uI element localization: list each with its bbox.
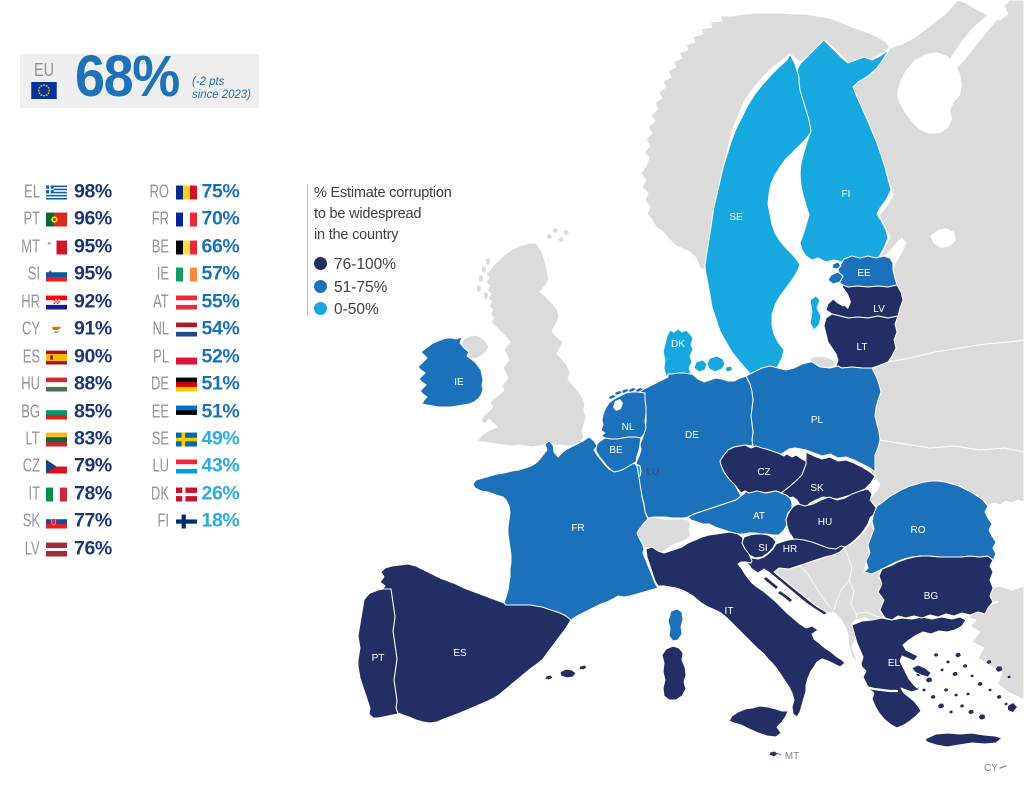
svg-text:EE: EE xyxy=(857,268,871,279)
svg-text:DE: DE xyxy=(685,430,699,441)
svg-text:CZ: CZ xyxy=(757,467,770,478)
svg-text:MT: MT xyxy=(785,751,799,762)
svg-text:LT: LT xyxy=(857,342,868,353)
svg-text:AT: AT xyxy=(753,511,765,522)
svg-text:ES: ES xyxy=(453,648,467,659)
svg-text:PL: PL xyxy=(811,415,824,426)
svg-text:PT: PT xyxy=(372,653,385,664)
svg-text:IT: IT xyxy=(725,606,734,617)
svg-text:LV: LV xyxy=(873,304,885,315)
svg-text:RO: RO xyxy=(911,525,926,536)
svg-text:EL: EL xyxy=(888,658,901,669)
svg-text:DK: DK xyxy=(671,339,685,350)
svg-text:FI: FI xyxy=(842,189,851,200)
svg-text:HU: HU xyxy=(818,517,832,528)
svg-text:NL: NL xyxy=(622,422,635,433)
svg-text:LU: LU xyxy=(647,467,660,478)
svg-text:BG: BG xyxy=(924,591,939,602)
svg-text:BE: BE xyxy=(609,445,623,456)
svg-text:CY: CY xyxy=(984,763,998,774)
svg-text:SK: SK xyxy=(810,483,824,494)
svg-text:HR: HR xyxy=(783,544,797,555)
svg-text:FR: FR xyxy=(571,523,584,534)
svg-text:IE: IE xyxy=(454,377,464,388)
svg-text:SE: SE xyxy=(729,212,743,223)
svg-text:SI: SI xyxy=(758,543,767,554)
